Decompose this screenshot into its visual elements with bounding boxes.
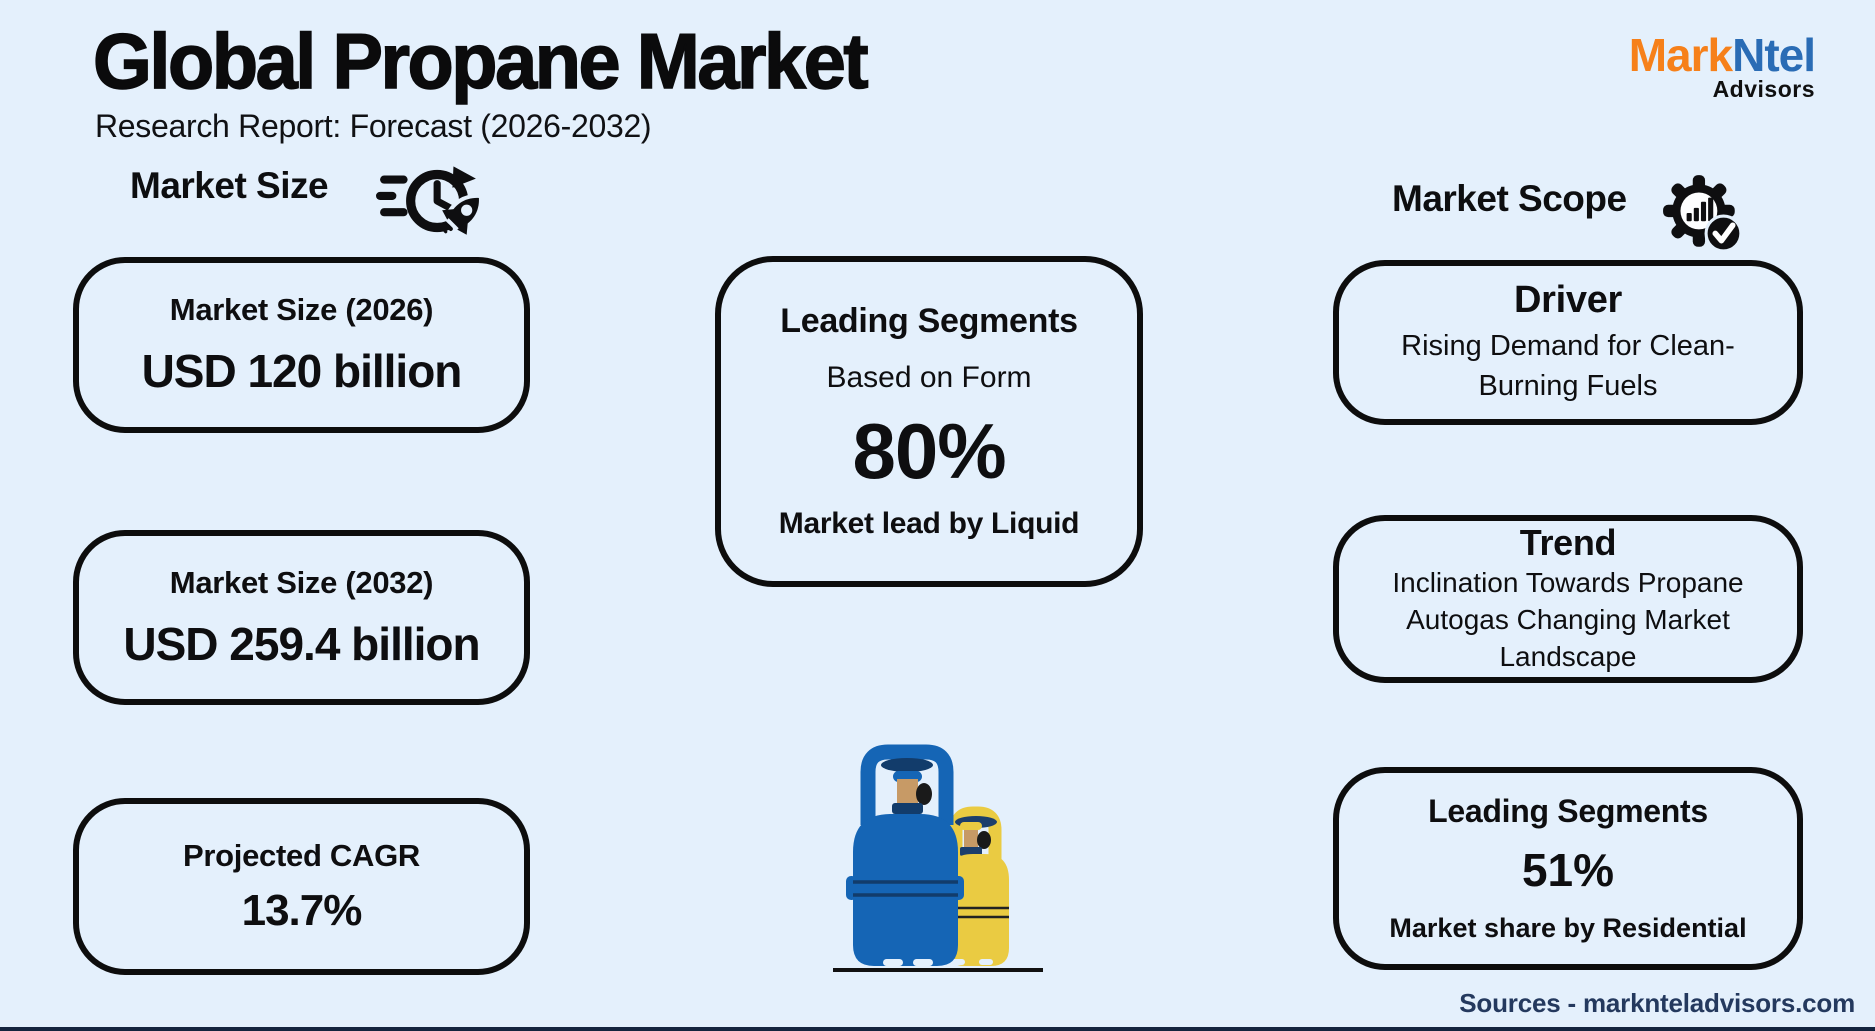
market-size-2026-value: USD 120 billion — [141, 345, 463, 397]
leading-segments-form-basis: Based on Form — [826, 361, 1032, 395]
logo-advisors-text: Advisors — [1712, 76, 1815, 102]
leading-segments-form-caption: Market lead by Liquid — [778, 506, 1080, 540]
projected-cagr-value: 13.7% — [241, 885, 363, 935]
page-subtitle: Research Report: Forecast (2026-2032) — [95, 108, 652, 144]
market-size-2026-label: Market Size (2026) — [169, 292, 434, 327]
leading-segments-form-title: Leading Segments — [780, 302, 1078, 341]
market-size-2026-card: Market Size (2026) USD 120 billion — [73, 257, 530, 433]
logo-wordmark: MarkNtel — [1628, 29, 1816, 81]
driver-text: Rising Demand for Clean-Burning Fuels — [1401, 330, 1735, 403]
leading-segments-residential-card: Leading Segments 51% Market share by Res… — [1333, 767, 1803, 970]
trend-card: Trend Inclination Towards Propane Autoga… — [1333, 515, 1803, 683]
leading-segments-residential-caption: Market share by Residential — [1389, 913, 1747, 944]
market-size-2032-value: USD 259.4 billion — [123, 617, 480, 670]
source-text: Sources - marknteladvisors.com — [1459, 988, 1855, 1018]
trend-text: Inclination Towards Propane Autogas Chan… — [1392, 567, 1744, 673]
projected-cagr-label: Projected CAGR — [183, 837, 420, 873]
leading-segments-residential-title: Leading Segments — [1428, 792, 1708, 829]
leading-segments-residential-value: 51% — [1521, 844, 1615, 897]
market-size-2032-card: Market Size (2032) USD 259.4 billion — [73, 530, 530, 705]
trend-title: Trend — [1519, 521, 1617, 563]
bottom-border-line — [0, 1027, 1875, 1031]
market-size-2032-label: Market Size (2032) — [169, 564, 434, 600]
bar-chart-glyph — [1686, 197, 1714, 222]
leading-segments-form-value: 80% — [852, 407, 1006, 496]
logo-mark-text: Mark — [1628, 29, 1733, 81]
market-scope-section-label: Market Scope — [1392, 178, 1627, 219]
page-title: Global Propane Market — [92, 16, 869, 105]
propane-cylinders-illustration — [833, 744, 1043, 972]
driver-card: Driver Rising Demand for Clean-Burning F… — [1333, 260, 1803, 425]
driver-title: Driver — [1513, 278, 1623, 321]
logo-ntel-text: Ntel — [1732, 29, 1816, 81]
market-size-section-label: Market Size — [130, 165, 329, 206]
projected-cagr-card: Projected CAGR 13.7% — [73, 798, 530, 975]
blue-propane-cylinder — [846, 744, 964, 966]
brand-logo: MarkNtel Advisors — [1580, 29, 1816, 103]
gear-check-icon — [1663, 175, 1743, 253]
clock-rocket-icon — [376, 166, 482, 235]
leading-segments-form-card: Leading Segments Based on Form 80% Marke… — [715, 256, 1143, 587]
